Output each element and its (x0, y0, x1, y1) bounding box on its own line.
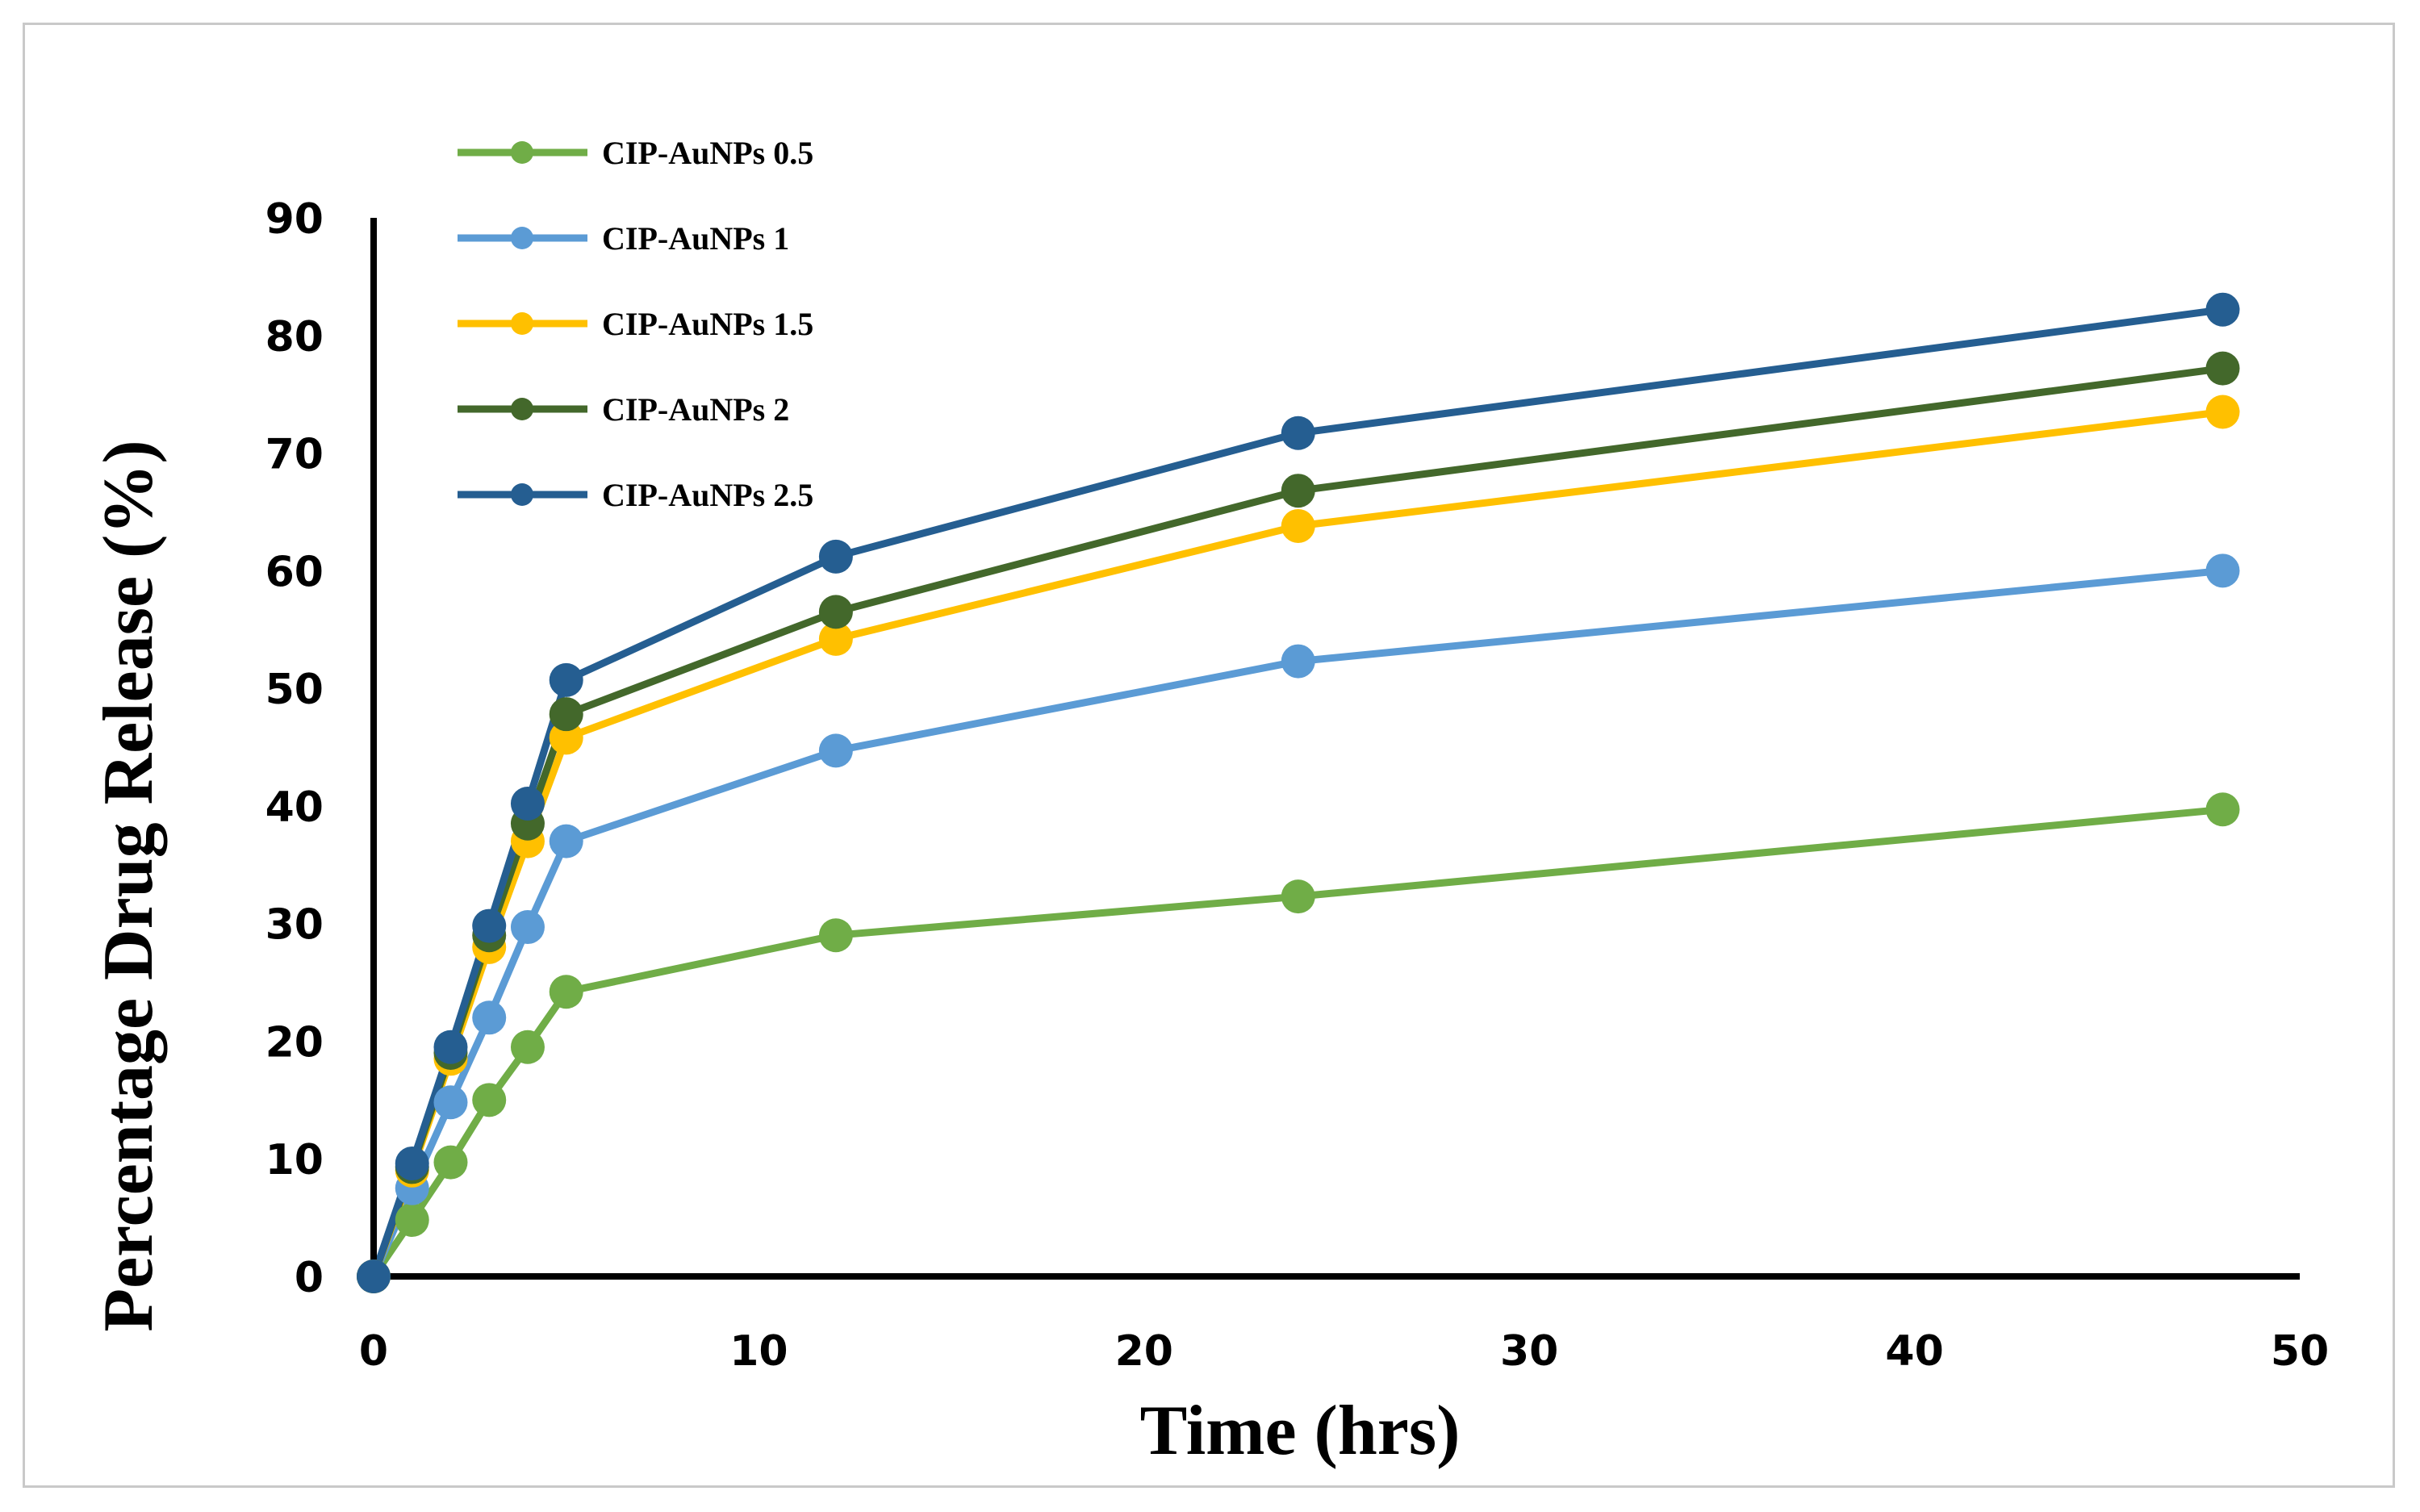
x-tick-label: 40 (1885, 1327, 1943, 1376)
data-point (395, 1203, 429, 1238)
legend-label: CIP-AuNPs 2 (602, 391, 789, 428)
y-tick-label: 50 (265, 666, 324, 714)
legend-label: CIP-AuNPs 1 (602, 220, 789, 257)
y-tick-label: 10 (265, 1136, 324, 1184)
y-tick-label: 70 (265, 431, 324, 479)
y-tick-label: 40 (265, 783, 324, 832)
x-tick-label: 50 (2271, 1327, 2329, 1376)
series-line-cip-aunps-0-5 (370, 805, 2223, 1279)
legend-marker (511, 483, 533, 506)
x-tick-label: 0 (359, 1327, 388, 1376)
x-tick-labels: 0 10 20 30 40 50 (359, 1327, 2329, 1376)
legend-item-cip-aunps-2: CIP-AuNPs 2 (458, 391, 789, 428)
y-tick-label: 20 (265, 1018, 324, 1067)
data-point (818, 621, 853, 656)
data-point (1281, 474, 1315, 508)
data-point (818, 733, 853, 768)
series-line-cip-aunps-2-5 (370, 306, 2224, 1278)
y-tick-label: 90 (265, 195, 324, 244)
data-point (433, 1030, 468, 1064)
data-point (510, 786, 545, 821)
x-tick-label: 20 (1115, 1327, 1173, 1376)
data-point (472, 1083, 507, 1117)
data-point (472, 1000, 507, 1035)
data-point (472, 908, 507, 943)
data-point (510, 910, 545, 945)
x-tick-label: 30 (1500, 1327, 1558, 1376)
chart-frame (23, 23, 2395, 1488)
data-point (1281, 416, 1315, 450)
legend-marker (511, 227, 533, 249)
series-points-cip-aunps-0-5 (357, 792, 2240, 1293)
legend-label: CIP-AuNPs 2.5 (602, 477, 813, 513)
data-point (2205, 351, 2240, 386)
x-tick-label: 10 (729, 1327, 788, 1376)
y-tick-labels: 0 10 20 30 40 50 60 70 80 90 (265, 195, 324, 1302)
legend-item-cip-aunps-2-5: CIP-AuNPs 2.5 (458, 477, 813, 513)
data-point (433, 1085, 468, 1120)
legend-label: CIP-AuNPs 1.5 (602, 306, 813, 342)
legend-label: CIP-AuNPs 0.5 (602, 135, 813, 171)
data-point (510, 1030, 545, 1064)
series-layer (370, 306, 2224, 1279)
data-point (2205, 553, 2240, 588)
data-point (549, 824, 583, 858)
data-point (549, 697, 583, 732)
data-point (2205, 395, 2240, 429)
data-point (357, 1259, 391, 1293)
y-axis-title: Percentage Drug Release (%) (90, 440, 168, 1331)
series-points-cip-aunps-2-5 (357, 292, 2240, 1293)
series-points-cip-aunps-1 (357, 553, 2240, 1293)
x-axis-title: Time (hrs) (1140, 1392, 1461, 1470)
legend: CIP-AuNPs 0.5 CIP-AuNPs 1 CIP-AuNPs 1.5 CIP… (458, 135, 813, 513)
data-point (818, 539, 853, 574)
data-point (818, 918, 853, 953)
data-point (395, 1147, 429, 1181)
y-tick-label: 30 (265, 901, 324, 950)
y-tick-label: 60 (265, 548, 324, 596)
legend-item-cip-aunps-0-5: CIP-AuNPs 0.5 (458, 135, 813, 171)
legend-marker (511, 312, 533, 335)
data-point (2205, 792, 2240, 827)
data-point (549, 720, 583, 755)
data-point (1281, 644, 1315, 679)
legend-item-cip-aunps-1-5: CIP-AuNPs 1.5 (458, 306, 813, 342)
data-point (818, 595, 853, 629)
legend-marker (511, 398, 533, 420)
legend-item-cip-aunps-1: CIP-AuNPs 1 (458, 220, 789, 257)
points-layer (357, 292, 2240, 1293)
data-point (1281, 508, 1315, 543)
data-point (2205, 292, 2240, 327)
data-point (549, 662, 583, 697)
data-point (433, 1145, 468, 1180)
data-point (1281, 879, 1315, 914)
y-tick-label: 0 (295, 1254, 324, 1302)
data-point (549, 975, 583, 1009)
y-tick-label: 80 (265, 313, 324, 361)
legend-marker (511, 141, 533, 164)
series-points-cip-aunps-1-5 (357, 395, 2240, 1293)
